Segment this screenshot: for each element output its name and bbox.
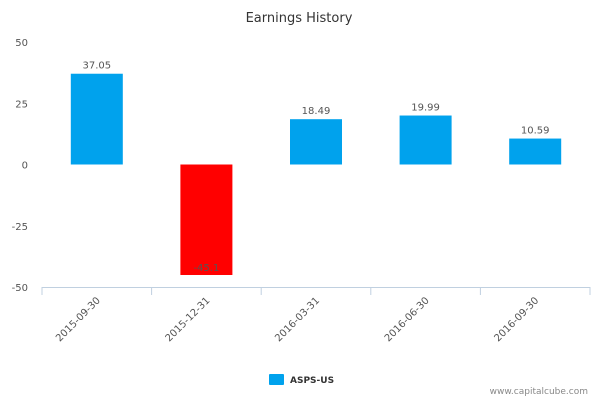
legend-label[interactable]: ASPS-US [290,376,334,386]
y-tick-label: 25 [15,99,28,110]
y-tick-label: -25 [12,222,28,233]
data-label: -45.1 [193,263,219,274]
x-axis: 2015-09-30 2015-12-31 2016-03-31 2016-06-30… [41,287,591,344]
x-tick-label: 2016-09-30 [492,295,541,344]
bars [70,73,562,275]
data-label: 19.99 [411,103,440,114]
x-tick-label: 2016-03-31 [273,295,322,344]
chart-title: Earnings History [246,11,353,26]
bar[interactable] [180,164,233,275]
bar[interactable] [399,115,452,165]
data-label: 18.49 [302,106,331,117]
y-axis: 50 25 0 -25 -50 [12,38,28,294]
data-labels: 37.05 -45.1 18.49 19.99 10.59 [82,61,549,274]
x-tick-label: 2015-09-30 [54,295,103,344]
credit-text: www.capitalcube.com [490,387,588,397]
bar[interactable] [509,138,562,165]
y-tick-label: -50 [12,283,28,294]
bar[interactable] [290,119,342,165]
legend[interactable]: ASPS-US [269,374,334,386]
data-label: 10.59 [521,126,550,137]
data-label: 37.05 [82,61,111,72]
legend-swatch[interactable] [269,374,284,385]
x-tick-label: 2015-12-31 [164,295,213,344]
bar[interactable] [70,73,123,165]
x-tick-label: 2016-06-30 [383,295,432,344]
y-tick-label: 50 [15,38,28,49]
y-tick-label: 0 [22,161,28,172]
